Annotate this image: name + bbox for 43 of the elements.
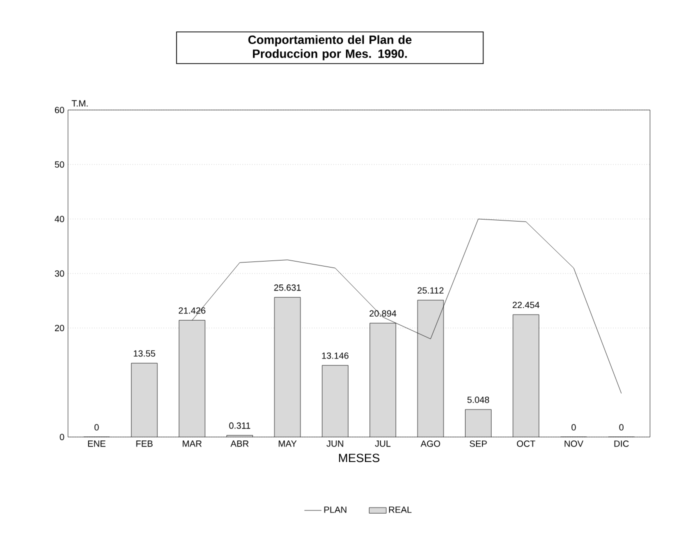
x-tick-label: SEP: [470, 440, 487, 447]
data-label: 0: [572, 424, 576, 430]
data-label: 13.146: [322, 352, 348, 359]
x-tick-label: JUN: [326, 440, 344, 447]
data-label: 25.631: [274, 284, 301, 291]
y-tick-label: 50: [54, 161, 64, 168]
data-label: 0: [94, 424, 99, 430]
x-tick-label: MAY: [278, 440, 297, 447]
x-tick-label: FEB: [136, 440, 153, 447]
y-tick-label: 40: [54, 216, 64, 222]
bar: [322, 365, 348, 437]
x-tick-label: JUL: [375, 440, 391, 447]
legend-label: PLAN: [324, 506, 346, 513]
legend-label: REAL: [389, 506, 412, 513]
data-label: 21.426: [178, 307, 206, 314]
data-label: 22.454: [512, 302, 540, 308]
bar: [418, 300, 444, 437]
x-tick-label: DIC: [614, 440, 629, 447]
x-tick-label: MAR: [182, 440, 202, 447]
y-tick-label: 30: [54, 270, 64, 277]
data-label: 0: [619, 424, 624, 430]
y-axis-title: T.M.: [72, 100, 88, 106]
bar: [179, 320, 206, 437]
bar: [512, 314, 539, 437]
x-tick-label: ABR: [230, 440, 249, 447]
bar: [465, 409, 492, 437]
x-tick-label: ENE: [88, 440, 106, 447]
chart-title: Comportamiento del Plan de Produccion por Mes. 1990.: [248, 35, 412, 60]
y-tick-label: 20: [54, 324, 64, 332]
y-tick-label: 60: [54, 106, 64, 114]
x-tick-label: AGO: [420, 440, 440, 447]
bar: [274, 297, 300, 437]
data-label: 25.112: [418, 287, 444, 294]
y-tick-label: 0: [60, 434, 64, 440]
bar: [370, 323, 396, 437]
data-label: 0.311: [229, 422, 250, 429]
data-label: 13.55: [134, 350, 156, 357]
x-tick-label: OCT: [516, 440, 536, 447]
data-label: 5.048: [467, 396, 490, 403]
data-label: 20.894: [370, 310, 396, 317]
bar: [131, 363, 158, 437]
x-tick-label: NOV: [564, 440, 584, 447]
x-axis-title: MESES: [339, 454, 380, 462]
